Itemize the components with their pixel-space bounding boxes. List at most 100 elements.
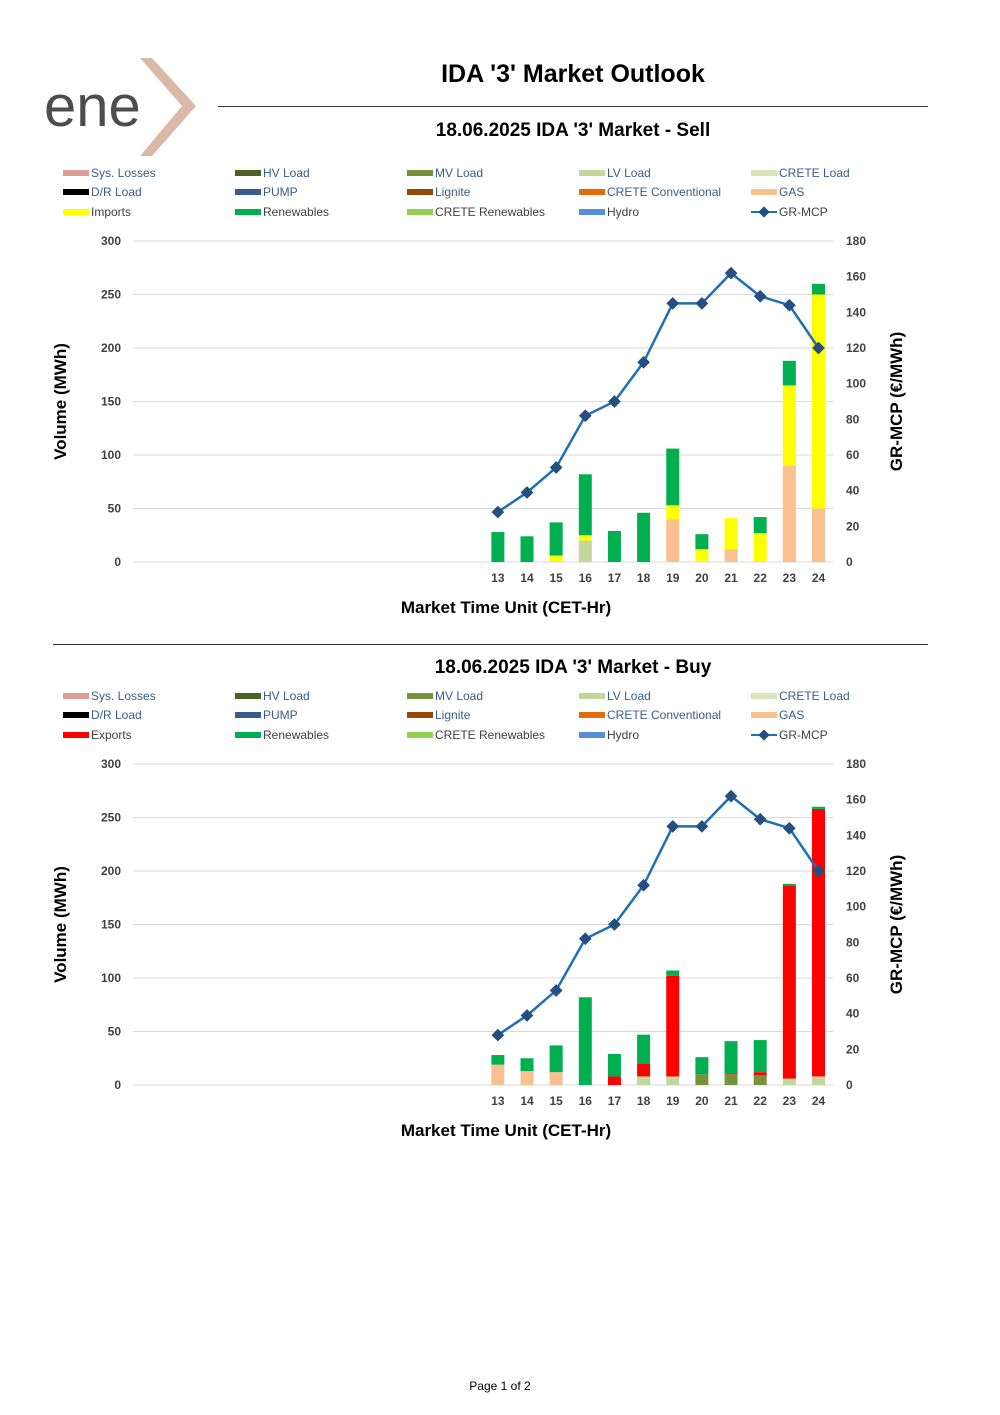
legend-item-crete-renewables: CRETE Renewables bbox=[407, 728, 545, 742]
legend-swatch bbox=[235, 170, 261, 176]
x-tick-label: 21 bbox=[724, 571, 738, 585]
legend-label: D/R Load bbox=[91, 185, 142, 199]
legend-item-crete-conventional: CRETE Conventional bbox=[579, 185, 721, 199]
x-tick-label: 13 bbox=[491, 571, 505, 585]
y-tick-label: 0 bbox=[114, 555, 121, 569]
bar-imports-20 bbox=[695, 549, 709, 562]
bar-renewables-15 bbox=[549, 522, 563, 556]
x-tick-label: 14 bbox=[520, 571, 534, 585]
bar-imports-15 bbox=[549, 555, 563, 562]
legend-label: CRETE Conventional bbox=[607, 185, 721, 199]
y-axis-title: Volume (MWh) bbox=[51, 343, 70, 460]
y-tick-label: 50 bbox=[108, 502, 122, 516]
gr-mcp-line bbox=[497, 794, 820, 1037]
gr-mcp-point bbox=[491, 505, 505, 519]
gr-mcp-point bbox=[578, 409, 592, 423]
legend-label: D/R Load bbox=[91, 708, 142, 722]
sell-chart-title: 18.06.2025 IDA '3' Market - Sell bbox=[435, 120, 711, 141]
bar-renewables-17 bbox=[607, 1053, 621, 1077]
legend-swatch bbox=[751, 693, 777, 699]
legend-item-gr-mcp: GR-MCP bbox=[751, 728, 828, 742]
y-tick-label: 150 bbox=[101, 918, 121, 932]
bar-renewables-15 bbox=[549, 1045, 563, 1073]
bar-renewables-18 bbox=[637, 512, 651, 562]
legend-swatch bbox=[63, 189, 89, 195]
bar-lv-load-18 bbox=[637, 1076, 651, 1085]
y-tick-label: 200 bbox=[101, 341, 121, 355]
y2-tick-label: 100 bbox=[846, 900, 866, 914]
bar-exports-22 bbox=[753, 1072, 767, 1076]
bar-mv-load-20 bbox=[695, 1074, 709, 1085]
legend-swatch bbox=[63, 693, 89, 699]
x-tick-label: 19 bbox=[666, 571, 680, 585]
legend-label: CRETE Load bbox=[779, 166, 850, 180]
y-tick-label: 100 bbox=[101, 971, 121, 985]
legend-item-hv-load: HV Load bbox=[235, 689, 310, 703]
bar-imports-22 bbox=[753, 533, 767, 562]
bar-imports-21 bbox=[724, 518, 738, 550]
legend-label: Exports bbox=[91, 728, 132, 742]
legend-swatch bbox=[579, 712, 605, 718]
bar-exports-19 bbox=[666, 975, 680, 1077]
legend-item-renewables: Renewables bbox=[235, 205, 329, 219]
sell-chart: Sys. Losses HV Load MV Load LV Load CRETE Lo… bbox=[51, 166, 906, 617]
legend-label: CRETE Renewables bbox=[435, 205, 545, 219]
legend-item-pump: PUMP bbox=[235, 185, 298, 199]
legend-swatch bbox=[407, 189, 433, 195]
gr-mcp-point bbox=[666, 297, 680, 310]
x-tick-label: 19 bbox=[666, 1094, 680, 1108]
y2-tick-label: 0 bbox=[846, 1078, 853, 1092]
y-tick-label: 300 bbox=[101, 757, 121, 771]
bar-exports-23 bbox=[782, 885, 796, 1079]
gr-mcp-point bbox=[666, 820, 680, 833]
bar-imports-16 bbox=[578, 535, 592, 541]
y2-tick-label: 20 bbox=[846, 519, 860, 533]
legend-item-crete-renewables: CRETE Renewables bbox=[407, 205, 545, 219]
x-tick-label: 13 bbox=[491, 1094, 505, 1108]
legend-swatch bbox=[407, 712, 433, 718]
bar-gas-21 bbox=[724, 549, 738, 562]
bar-renewables-21 bbox=[724, 1041, 738, 1074]
bar-mv-load-22 bbox=[753, 1075, 767, 1085]
legend-item-sys-losses: Sys. Losses bbox=[63, 166, 156, 180]
legend-label: HV Load bbox=[263, 166, 310, 180]
y2-tick-label: 40 bbox=[846, 484, 860, 498]
legend-swatch bbox=[63, 732, 89, 738]
x-tick-label: 22 bbox=[754, 571, 768, 585]
bar-imports-24 bbox=[812, 294, 825, 509]
legend-label: CRETE Conventional bbox=[607, 708, 721, 722]
legend-swatch bbox=[63, 170, 89, 176]
bar-gas-15 bbox=[549, 1072, 563, 1085]
bar-exports-24 bbox=[812, 808, 825, 1077]
logo-wordmark: ene bbox=[44, 74, 141, 139]
y2-tick-label: 140 bbox=[846, 828, 866, 842]
bar-renewables-14 bbox=[520, 1058, 534, 1072]
legend-label: Sys. Losses bbox=[91, 166, 156, 180]
legend-item-lv-load: LV Load bbox=[579, 166, 651, 180]
bar-imports-23 bbox=[782, 385, 796, 466]
legend-label: LV Load bbox=[607, 689, 651, 703]
legend-item-crete-load: CRETE Load bbox=[751, 166, 850, 180]
y-tick-label: 50 bbox=[108, 1025, 122, 1039]
buy-chart: Sys. Losses HV Load MV Load LV Load CRETE Lo… bbox=[51, 689, 906, 1140]
y2-tick-label: 20 bbox=[846, 1042, 860, 1056]
legend-label: LV Load bbox=[607, 166, 651, 180]
legend-swatch bbox=[751, 712, 777, 718]
legend-label: Renewables bbox=[263, 205, 329, 219]
legend-swatch bbox=[235, 189, 261, 195]
legend-label: Lignite bbox=[435, 185, 471, 199]
buy-chart-title: 18.06.2025 IDA '3' Market - Buy bbox=[434, 657, 712, 678]
x-tick-label: 16 bbox=[579, 1094, 593, 1108]
bar-exports-17 bbox=[607, 1076, 621, 1085]
bar-renewables-20 bbox=[695, 1057, 709, 1075]
legend-label: Lignite bbox=[435, 708, 471, 722]
y2-tick-label: 160 bbox=[846, 270, 866, 284]
legend-swatch bbox=[235, 712, 261, 718]
x-tick-label: 20 bbox=[695, 571, 709, 585]
bar-lv-load-19 bbox=[666, 1076, 680, 1085]
legend-label: CRETE Load bbox=[779, 689, 850, 703]
legend-label: GR-MCP bbox=[779, 728, 828, 742]
legend-item-d-r-load: D/R Load bbox=[63, 185, 142, 199]
legend-item-lignite: Lignite bbox=[407, 185, 471, 199]
bar-renewables-23 bbox=[782, 883, 796, 886]
